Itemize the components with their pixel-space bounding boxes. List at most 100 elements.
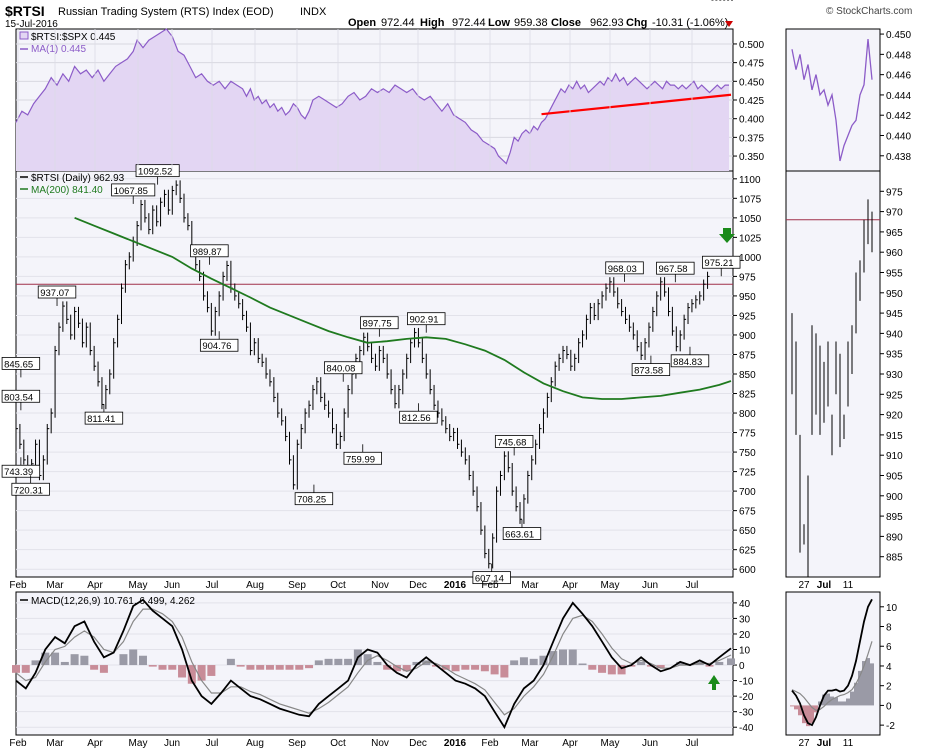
price-tick-label: 850 <box>739 370 756 381</box>
down-triangle-icon <box>725 21 733 27</box>
price-tick-label: 625 <box>739 546 756 557</box>
annotation-label: 663.61 <box>505 530 534 541</box>
macd-tick-label: -20 <box>739 692 754 703</box>
side-macd-histogram-bar <box>834 697 838 706</box>
price-tick-label: 1050 <box>739 214 762 225</box>
month-label: May <box>601 738 620 749</box>
macd-histogram-bar <box>568 649 577 666</box>
side-price-tick-label: 925 <box>886 390 903 401</box>
macd-histogram-bar <box>412 661 421 666</box>
close-label: Close <box>551 17 581 29</box>
side-ratio-tick-label: 0.446 <box>886 71 911 82</box>
macd-tick-label: 30 <box>739 614 751 625</box>
annotation-box <box>343 451 382 465</box>
macd-histogram-bar <box>451 665 460 672</box>
ratio-tick-label: 0.350 <box>739 152 764 163</box>
side-macd-histogram-bar <box>822 694 826 706</box>
side-macd-histogram-bar <box>866 658 870 706</box>
month-label: Mar <box>46 738 64 749</box>
price-legend-1: $RTSI (Daily) 962.93 <box>31 173 125 184</box>
price-legend-2: MA(200) 841.40 <box>31 185 103 196</box>
ratio-legend-1: $RTSI:$SPX 0.445 <box>31 32 116 43</box>
macd-histogram-bar <box>392 665 401 672</box>
macd-histogram-bar <box>31 660 40 666</box>
annotation-label: 989.87 <box>193 247 222 258</box>
month-label: Apr <box>562 580 578 591</box>
side-price-tick-label: 920 <box>886 411 903 422</box>
macd-histogram-bar <box>617 665 626 675</box>
annotation-box <box>1 464 41 478</box>
macd-histogram-bar <box>265 665 274 670</box>
macd-histogram-bar <box>588 665 597 670</box>
macd-histogram-bar <box>558 649 567 666</box>
annotation-label: 720.31 <box>14 485 43 496</box>
macd-histogram-bar <box>148 665 157 667</box>
macd-histogram-bar <box>60 661 69 666</box>
annotation-label: 607.14 <box>475 574 504 585</box>
month-label: Jul <box>686 580 699 591</box>
month-label: Sep <box>288 738 306 749</box>
month-label: Jun <box>164 580 180 591</box>
side-macd-tick-label: -2 <box>886 721 895 732</box>
side-macd-tick-label: 4 <box>886 662 892 673</box>
macd-histogram-bar <box>334 658 343 666</box>
macd-histogram-bar <box>324 658 333 666</box>
side-macd-histogram-bar <box>798 705 802 716</box>
annotation-box <box>702 255 741 269</box>
month-label: Mar <box>46 580 64 591</box>
macd-histogram-bar <box>578 663 587 666</box>
macd-histogram-bar <box>656 665 665 669</box>
annotation-box <box>656 261 695 275</box>
annotation-box <box>502 527 542 540</box>
side-date-label: 27 <box>798 580 810 591</box>
month-label: Aug <box>246 738 264 749</box>
side-price-tick-label: 930 <box>886 370 903 381</box>
macd-histogram-bar <box>510 660 519 666</box>
annotation-label: 873.58 <box>634 366 663 377</box>
price-tick-label: 750 <box>739 448 756 459</box>
side-macd-histogram-bar <box>858 670 862 706</box>
annotation-label: 803.54 <box>4 392 33 403</box>
side-macd-tick-label: 2 <box>886 682 892 693</box>
macd-histogram-bar <box>402 665 411 672</box>
side-ratio-tick-label: 0.444 <box>886 91 911 102</box>
month-label: Oct <box>330 580 346 591</box>
side-price-tick-label: 895 <box>886 512 903 523</box>
index-name: Russian Trading System (RTS) Index (EOD) <box>58 6 274 18</box>
macd-tick-label: -30 <box>739 708 754 719</box>
macd-histogram-bar <box>178 665 187 678</box>
annotation-box <box>360 316 399 330</box>
macd-histogram-bar <box>168 665 177 670</box>
side-date-label: Jul <box>817 738 832 749</box>
macd-histogram-bar <box>490 665 499 675</box>
symbol-title: $RTSI <box>5 3 45 19</box>
macd-histogram-bar <box>236 665 245 667</box>
macd-histogram-bar <box>90 665 99 670</box>
month-label: Mar <box>521 580 539 591</box>
side-ratio-tick-label: 0.438 <box>886 152 911 163</box>
x-axis: Feb Mar Apr May Jun Jul Aug Sep Oct Nov Dec 2016 Feb… <box>9 29 854 749</box>
macd-histogram-bar <box>727 658 735 666</box>
annotation-label: 845.65 <box>4 359 33 370</box>
annotation-label: 812.56 <box>402 413 431 424</box>
month-label: Dec <box>409 580 427 591</box>
annotation-label: 904.76 <box>202 341 231 352</box>
high-value: 972.44 <box>452 17 486 29</box>
open-label: Open <box>348 17 376 29</box>
side-macd-histogram-bar <box>806 705 810 727</box>
macd-histogram-bar <box>461 665 470 670</box>
annotation-box <box>84 411 124 425</box>
macd-histogram-bar <box>129 649 138 666</box>
macd-histogram-bar <box>607 665 616 675</box>
annotation-box <box>631 363 671 376</box>
price-tick-label: 600 <box>739 565 756 576</box>
side-price-tick-label: 965 <box>886 228 903 239</box>
price-tick-label: 725 <box>739 468 756 479</box>
ratio-trendline <box>541 93 732 116</box>
side-macd-histogram-bar <box>850 691 854 706</box>
ratio-line <box>15 28 729 165</box>
macd-histogram-bar <box>500 665 509 678</box>
macd-histogram-bar <box>598 665 607 673</box>
price-tick-label: 675 <box>739 507 756 518</box>
copyright: © StockCharts.com <box>826 6 912 17</box>
